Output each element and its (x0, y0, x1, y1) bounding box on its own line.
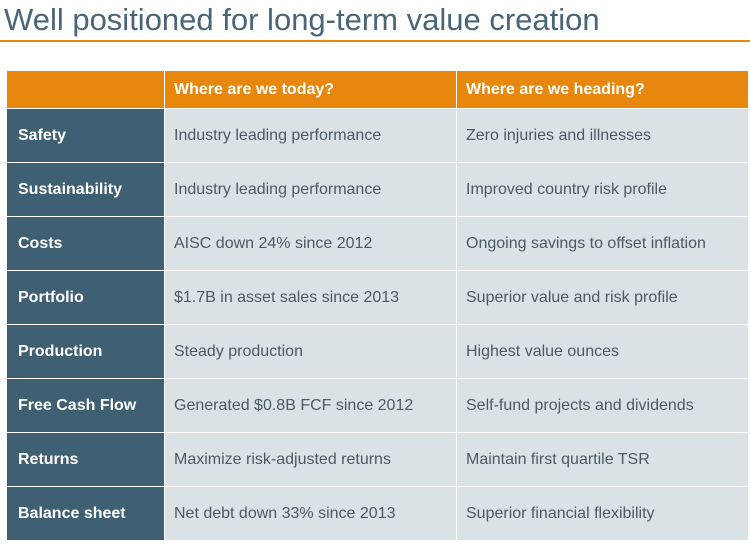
cell-today: $1.7B in asset sales since 2013 (164, 270, 457, 325)
cell-today: Industry leading performance (164, 162, 457, 217)
cell-heading: Zero injuries and illnesses (456, 108, 749, 163)
row-label: Free Cash Flow (6, 378, 165, 433)
header-corner (6, 71, 165, 109)
table-row: Sustainability Industry leading performa… (6, 162, 749, 217)
table-header-row: Where are we today? Where are we heading… (6, 71, 749, 109)
row-label: Costs (6, 216, 165, 271)
row-label: Returns (6, 432, 165, 487)
table-row: Free Cash Flow Generated $0.8B FCF since… (6, 378, 749, 433)
cell-heading: Maintain first quartile TSR (456, 432, 749, 487)
cell-heading: Superior value and risk profile (456, 270, 749, 325)
cell-today: Steady production (164, 324, 457, 379)
table-row: Production Steady production Highest val… (6, 324, 749, 379)
title-divider (0, 40, 750, 42)
cell-today: Maximize risk-adjusted returns (164, 432, 457, 487)
cell-heading: Improved country risk profile (456, 162, 749, 217)
cell-today: Industry leading performance (164, 108, 457, 163)
row-label: Portfolio (6, 270, 165, 325)
table-row: Costs AISC down 24% since 2012 Ongoing s… (6, 216, 749, 271)
row-label: Safety (6, 108, 165, 163)
comparison-table: Where are we today? Where are we heading… (6, 71, 749, 541)
cell-heading: Highest value ounces (456, 324, 749, 379)
row-label: Production (6, 324, 165, 379)
cell-today: Generated $0.8B FCF since 2012 (164, 378, 457, 433)
header-heading: Where are we heading? (456, 71, 749, 109)
table-row: Balance sheet Net debt down 33% since 20… (6, 486, 749, 541)
cell-heading: Self-fund projects and dividends (456, 378, 749, 433)
table-row: Returns Maximize risk-adjusted returns M… (6, 432, 749, 487)
cell-heading: Superior financial flexibility (456, 486, 749, 541)
cell-today: Net debt down 33% since 2013 (164, 486, 457, 541)
row-label: Sustainability (6, 162, 165, 217)
row-label: Balance sheet (6, 486, 165, 541)
header-today: Where are we today? (164, 71, 457, 109)
table-row: Portfolio $1.7B in asset sales since 201… (6, 270, 749, 325)
cell-heading: Ongoing savings to offset inflation (456, 216, 749, 271)
table-row: Safety Industry leading performance Zero… (6, 108, 749, 163)
page-title: Well positioned for long-term value crea… (4, 2, 600, 37)
cell-today: AISC down 24% since 2012 (164, 216, 457, 271)
